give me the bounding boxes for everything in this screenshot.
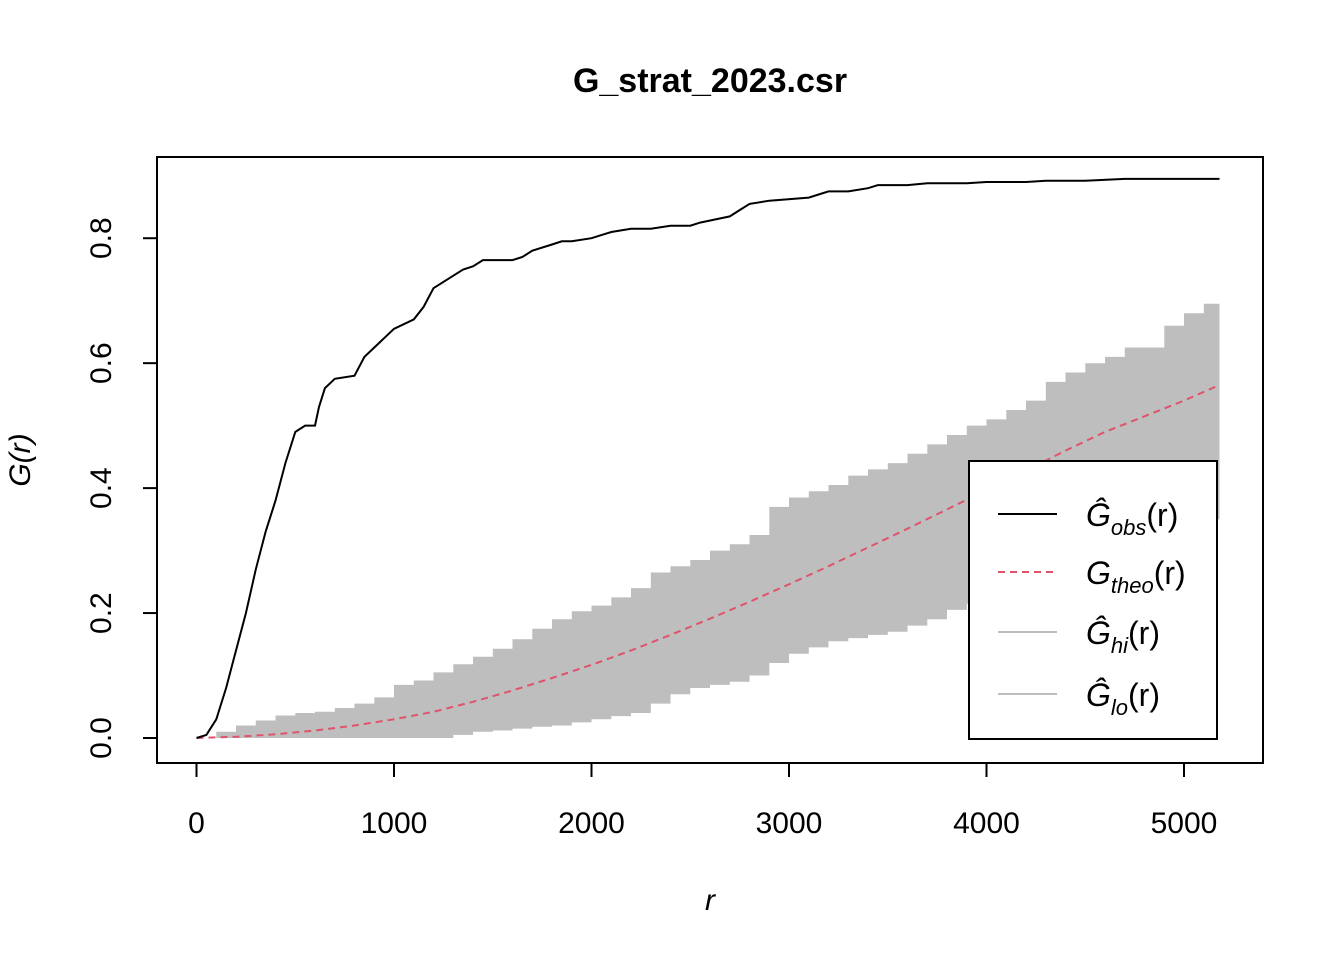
chart-title: G_strat_2023.csr (573, 62, 847, 100)
y-tick-label: 0.0 (85, 717, 118, 759)
y-tick-label: 0.2 (85, 592, 118, 634)
legend-label-hi: Ĝhi(r) (1086, 615, 1160, 658)
series-line-obs (196, 177, 1220, 739)
x-tick-label: 2000 (558, 807, 625, 840)
y-axis: 0.0 0.2 0.4 0.6 0.8 (85, 217, 158, 759)
x-axis-label: r (705, 884, 716, 917)
y-axis-label: G(r) (4, 433, 37, 486)
y-tick-label: 0.8 (85, 217, 118, 259)
series-line-theo (196, 384, 1220, 739)
x-tick-label: 1000 (361, 807, 428, 840)
legend-label-obs: Ĝobs(r) (1086, 497, 1178, 540)
y-tick-label: 0.6 (85, 342, 118, 384)
series-lines (196, 177, 1220, 739)
legend-label-lo: Ĝlo(r) (1086, 677, 1160, 720)
y-tick-label: 0.4 (85, 467, 118, 509)
legend-box (968, 460, 1218, 740)
legend: Ĝobs(r) Gtheo(r) Ĝhi(r) Ĝlo(r) (968, 460, 1218, 740)
x-tick-label: 3000 (756, 807, 823, 840)
legend-label-theo: Gtheo(r) (1086, 555, 1186, 598)
x-tick-label: 4000 (953, 807, 1020, 840)
x-tick-label: 0 (188, 807, 205, 840)
x-tick-label: 5000 (1151, 807, 1218, 840)
x-axis: 0 1000 2000 3000 4000 5000 (188, 762, 1218, 840)
